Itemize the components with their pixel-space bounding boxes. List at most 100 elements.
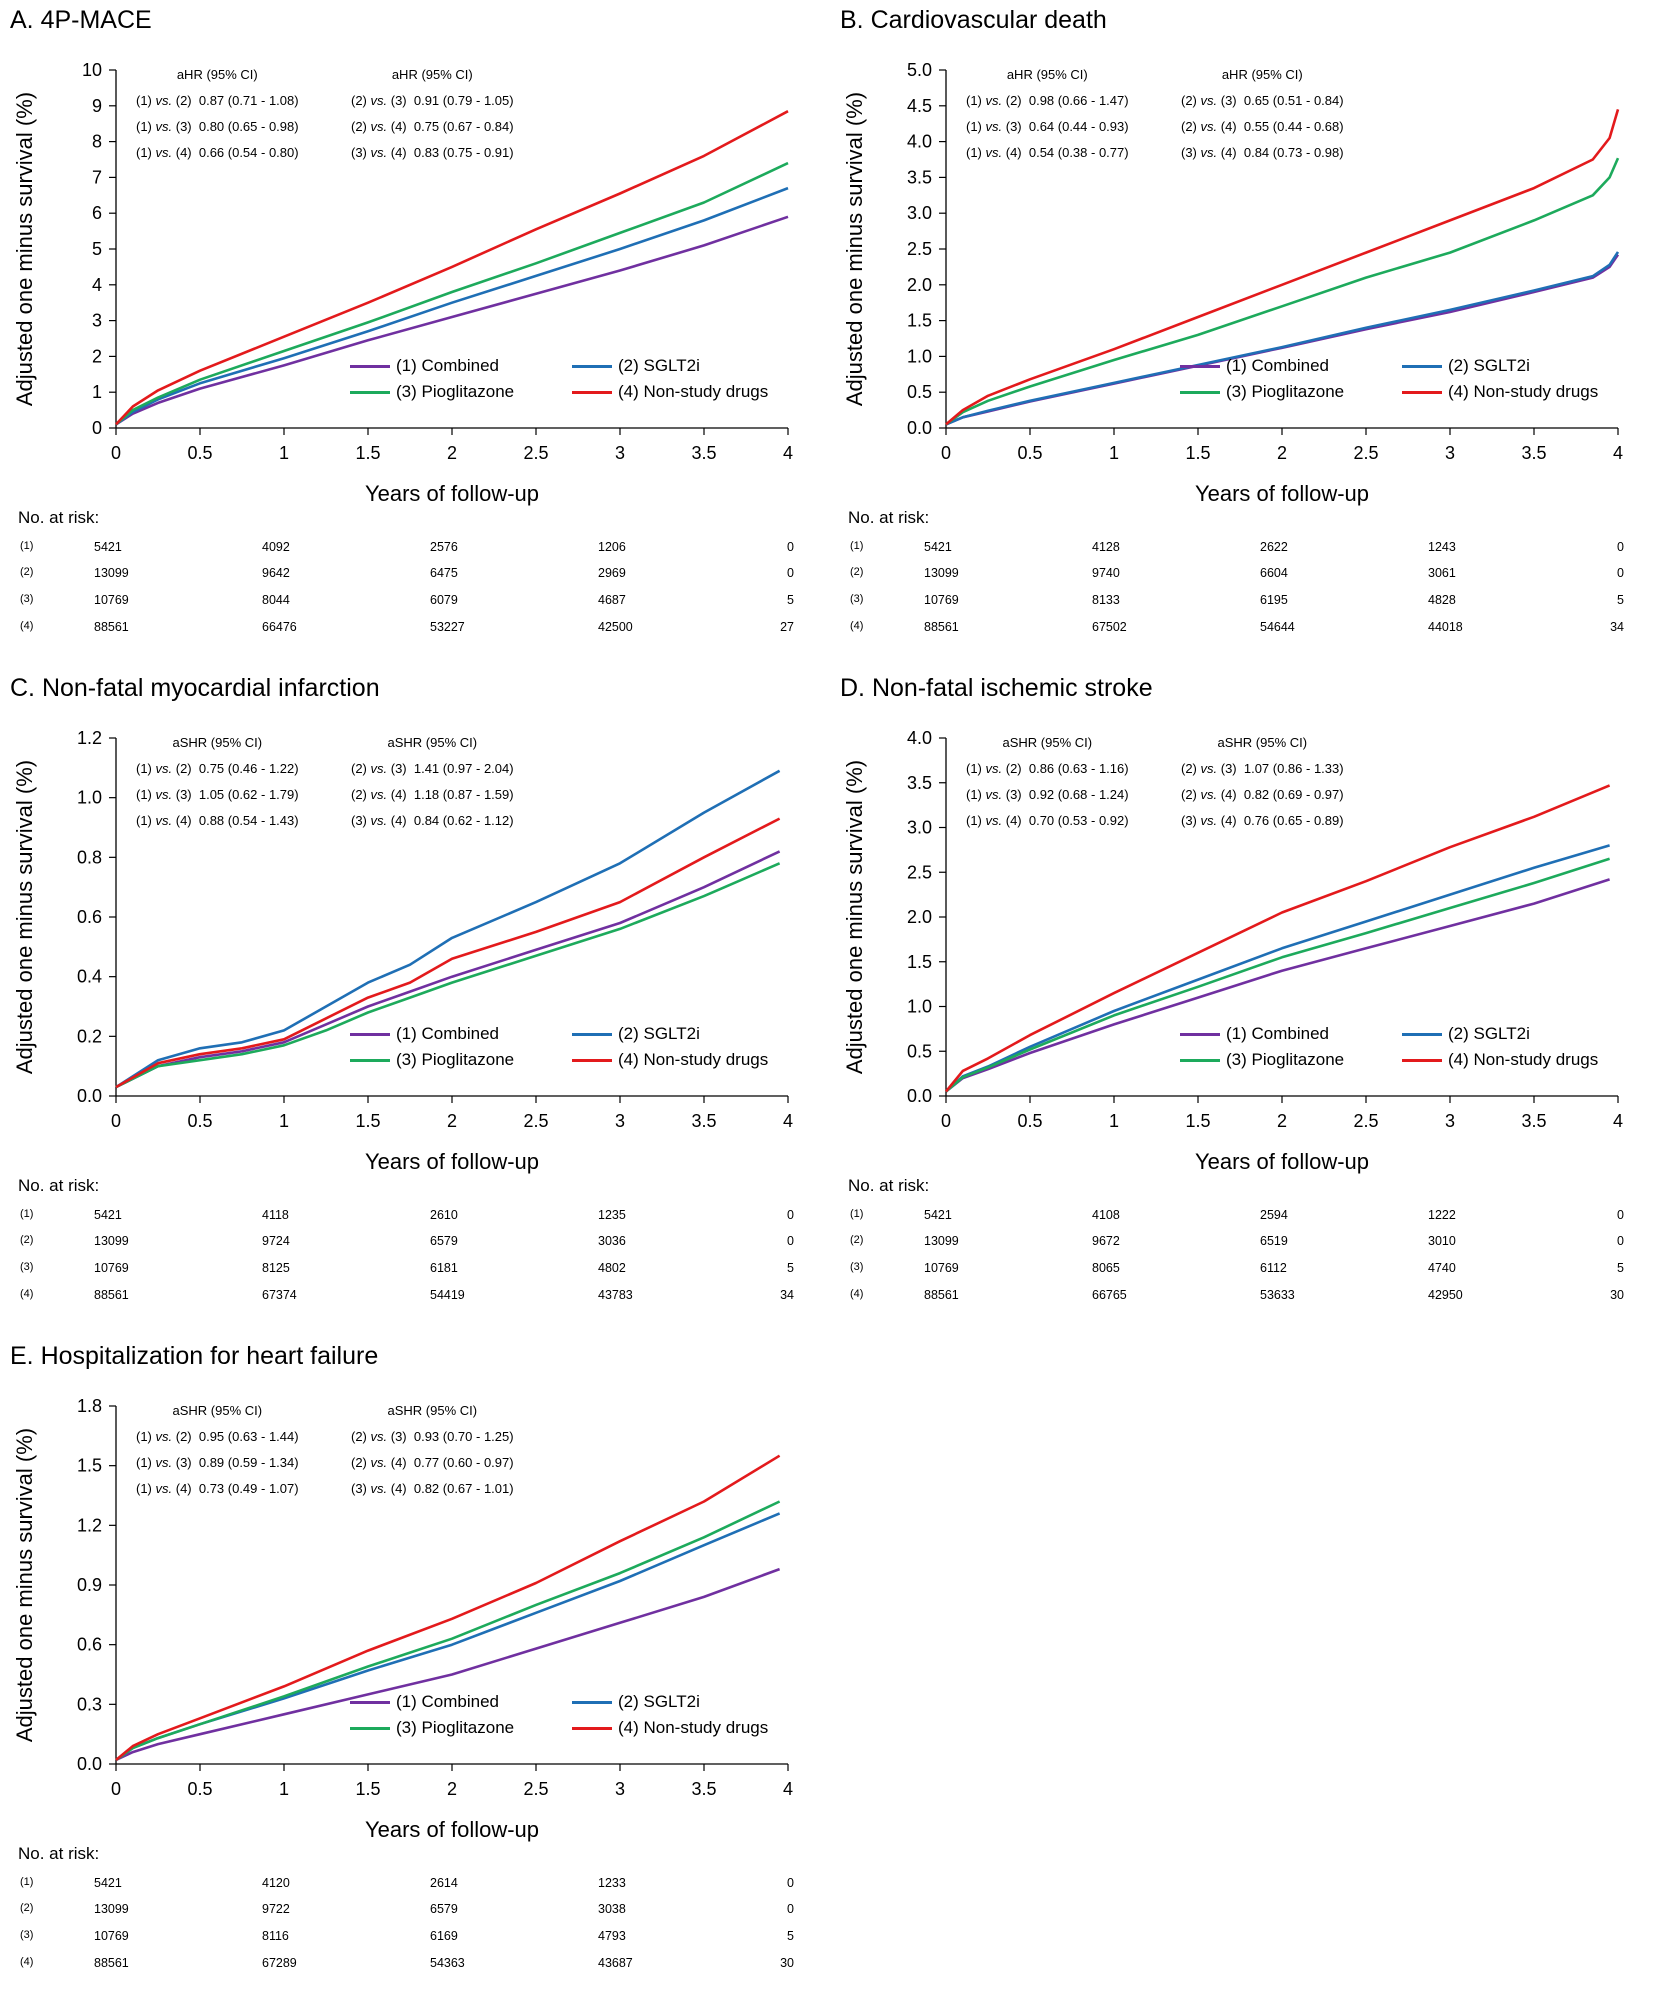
at-risk-value: 0 [1617,1234,1624,1248]
at-risk-value: 10769 [94,1929,129,1943]
y-tick-label: 0.6 [77,1635,102,1655]
y-tick-label: 6 [92,203,102,223]
legend-swatch [572,1059,612,1063]
hr-row: (1) vs. (3) 0.80 (0.65 - 0.98) [136,114,299,140]
x-tick-label: 0 [941,443,951,463]
hr-text: (1) [136,119,156,134]
legend-label: (2) SGLT2i [1448,356,1530,375]
hr-stats: aSHR (95% CI) (1) vs. (2) 0.86 (0.63 - 1.… [966,730,1129,834]
series-line [944,784,1611,1093]
at-risk-group: (4) [850,1288,864,1300]
at-risk-value: 4793 [598,1929,626,1943]
at-risk-value: 8116 [262,1929,289,1943]
at-risk-group: (2) [20,566,34,578]
y-axis-label: Adjusted one minus survival (%) [12,92,37,406]
at-risk-value: 42500 [598,620,633,634]
hr-text: (1) [136,1481,156,1496]
at-risk-row: (2) 13099 9722 6579 3038 0 [0,1902,820,1922]
at-risk-value: 1206 [598,540,626,554]
at-risk-value: 2576 [430,540,458,554]
hr-text: (4) 0.55 (0.44 - 0.68) [1217,119,1344,134]
hr-text: (3) 0.89 (0.59 - 1.34) [172,1455,299,1470]
x-axis-label: Years of follow-up [365,1817,539,1842]
hr-text: (2) [351,761,371,776]
y-tick-label: 3.0 [907,818,932,838]
x-tick-label: 0 [111,1111,121,1131]
x-axis-label: Years of follow-up [1195,1149,1369,1174]
legend-swatch [350,1701,390,1705]
hr-text: vs. [370,1455,388,1470]
y-tick-label: 0.2 [77,1026,102,1046]
at-risk-value: 30 [780,1956,794,1970]
x-tick-label: 1.5 [1185,443,1210,463]
y-tick-label: 1.5 [907,952,932,972]
hr-header: aSHR (95% CI) [172,735,263,750]
hr-stats: aSHR (95% CI) (2) vs. (3) 1.41 (0.97 - 2.… [351,730,514,834]
x-tick-label: 3.5 [691,443,716,463]
at-risk-group: (2) [850,1234,864,1246]
at-risk-value: 66476 [262,620,297,634]
hr-header: aHR (95% CI) [176,67,258,82]
legend-label: (2) SGLT2i [1448,1024,1530,1043]
hr-stats: aSHR (95% CI) (1) vs. (2) 0.75 (0.46 - 1.… [136,730,299,834]
hr-row: (2) vs. (3) 0.93 (0.70 - 1.25) [351,1424,514,1450]
legend-item: (1) Combined [350,356,499,376]
legend-swatch [1402,1059,1442,1063]
hr-text: (3) [351,813,371,828]
hr-text: (4) 0.66 (0.54 - 0.80) [172,145,299,160]
series-line [115,862,781,1089]
y-tick-label: 8 [92,132,102,152]
hr-text: vs. [370,761,388,776]
y-tick-label: 4.0 [907,132,932,152]
hr-row: (2) vs. (3) 0.65 (0.51 - 0.84) [1181,88,1344,114]
hr-row: (3) vs. (4) 0.82 (0.67 - 1.01) [351,1476,514,1502]
at-risk-value: 67374 [262,1288,297,1302]
hr-header: aSHR (95% CI) [387,1403,478,1418]
hr-text: vs. [1200,119,1218,134]
y-tick-label: 1.0 [907,997,932,1017]
hr-text: (3) 1.07 (0.86 - 1.33) [1217,761,1344,776]
y-tick-label: 3.0 [907,203,932,223]
hr-text: vs. [985,145,1003,160]
hr-text: vs. [1200,145,1218,160]
y-tick-label: 0.8 [77,847,102,867]
at-risk-value: 13099 [924,1234,959,1248]
at-risk-group: (2) [20,1234,34,1246]
y-tick-label: 1.8 [77,1396,102,1416]
at-risk-group: (4) [850,620,864,632]
chart-title: C. Non-fatal myocardial infarction [10,674,380,702]
hr-header: aHR (95% CI) [391,67,473,82]
at-risk-value: 0 [1617,566,1624,580]
at-risk-value: 6169 [430,1929,458,1943]
at-risk-row: (1) 5421 4128 2622 1243 0 [830,540,1650,560]
at-risk-row: (4) 88561 67502 54644 44018 34 [830,620,1650,640]
y-tick-label: 1.2 [77,1515,102,1535]
chart-panel: A. 4P-MACE 0 1 2 3 4 5 6 7 8 9 10 0 0.5 1 1.5 2 2.5 3 3.5 4 Y… [0,0,820,640]
x-tick-label: 1 [279,1779,289,1799]
at-risk-group: (3) [20,1261,34,1273]
plot-area: 0.0 0.5 1.0 1.5 2.0 2.5 3.0 3.5 4.0 0 0.5 1 1.5 2 2.5 3… [842,728,1623,1174]
hr-text: (3) 0.93 (0.70 - 1.25) [387,1429,514,1444]
x-tick-label: 0.5 [1017,1111,1042,1131]
legend-item: (4) Non-study drugs [1402,382,1598,402]
y-tick-label: 2.0 [907,907,932,927]
y-axis-label: Adjusted one minus survival (%) [842,92,867,406]
at-risk-value: 3061 [1428,566,1456,580]
legend-label: (3) Pioglitazone [396,382,515,401]
at-risk-group: (1) [20,540,34,552]
at-risk-value: 13099 [924,566,959,580]
hr-row: (2) vs. (4) 0.55 (0.44 - 0.68) [1181,114,1344,140]
hr-text: (3) 0.64 (0.44 - 0.93) [1002,119,1129,134]
hr-header: aSHR (95% CI) [172,1403,263,1418]
at-risk-value: 6519 [1260,1234,1288,1248]
hr-text: (3) 0.80 (0.65 - 0.98) [172,119,299,134]
hr-row: (2) vs. (3) 1.07 (0.86 - 1.33) [1181,756,1344,782]
hr-row: (1) vs. (3) 0.92 (0.68 - 1.24) [966,782,1129,808]
hr-text: (2) [1181,93,1201,108]
hr-text: (4) 0.54 (0.38 - 0.77) [1002,145,1129,160]
legend-label: (4) Non-study drugs [1448,1050,1599,1069]
x-tick-label: 2 [1277,1111,1287,1131]
x-tick-label: 2 [447,1779,457,1799]
at-risk-value: 6079 [430,593,458,607]
y-tick-label: 4.0 [907,728,932,748]
